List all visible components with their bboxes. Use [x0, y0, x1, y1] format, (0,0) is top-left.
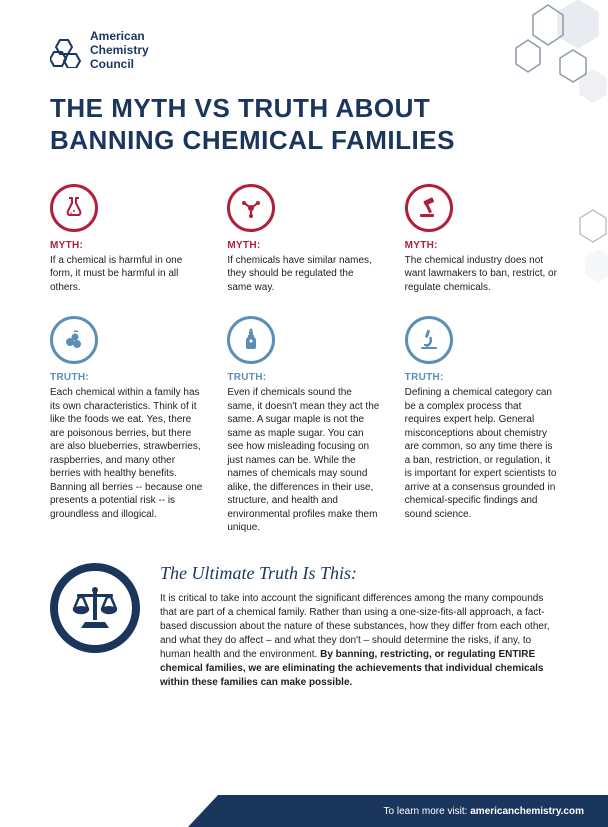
- footer-prefix: To learn more visit:: [384, 806, 468, 817]
- flask-icon: [50, 184, 98, 232]
- myth-label: MYTH:: [227, 240, 380, 251]
- truth-cell-1: TRUTH: Each chemical within a family has…: [50, 316, 203, 535]
- molecule-icon: [227, 184, 275, 232]
- myth-text-1: If a chemical is harmful in one form, it…: [50, 254, 203, 295]
- syrup-icon: [227, 316, 275, 364]
- ultimate-text-block: The Ultimate Truth Is This: It is critic…: [160, 563, 558, 690]
- page-title: THE MYTH VS TRUTH ABOUT BANNING CHEMICAL…: [50, 93, 558, 155]
- truth-text-1: Each chemical within a family has its ow…: [50, 386, 203, 521]
- truth-text-3: Defining a chemical category can be a co…: [405, 386, 558, 521]
- footer-bar: To learn more visit: americanchemistry.c…: [188, 795, 608, 827]
- myth-cell-1: MYTH: If a chemical is harmful in one fo…: [50, 184, 203, 295]
- myth-cell-3: MYTH: The chemical industry does not wan…: [405, 184, 558, 295]
- logo: American Chemistry Council: [50, 30, 558, 71]
- truth-label: TRUTH:: [405, 372, 558, 383]
- truth-cell-3: TRUTH: Defining a chemical category can …: [405, 316, 558, 535]
- myth-label: MYTH:: [50, 240, 203, 251]
- myth-text-3: The chemical industry does not want lawm…: [405, 254, 558, 295]
- logo-hex-icon: [50, 34, 84, 68]
- myth-truth-grid: MYTH: If a chemical is harmful in one fo…: [50, 184, 558, 535]
- ultimate-body: It is critical to take into account the …: [160, 592, 558, 690]
- truth-label: TRUTH:: [50, 372, 203, 383]
- microscope-icon: [405, 316, 453, 364]
- ultimate-title: The Ultimate Truth Is This:: [160, 563, 558, 584]
- myth-cell-2: MYTH: If chemicals have similar names, t…: [227, 184, 380, 295]
- truth-cell-2: TRUTH: Even if chemicals sound the same,…: [227, 316, 380, 535]
- truth-label: TRUTH:: [227, 372, 380, 383]
- myth-text-2: If chemicals have similar names, they sh…: [227, 254, 380, 295]
- footer-link: americanchemistry.com: [470, 806, 584, 817]
- berries-icon: [50, 316, 98, 364]
- myth-label: MYTH:: [405, 240, 558, 251]
- scales-icon: [50, 563, 140, 653]
- truth-text-2: Even if chemicals sound the same, it doe…: [227, 386, 380, 535]
- gavel-icon: [405, 184, 453, 232]
- logo-text: American Chemistry Council: [90, 30, 149, 71]
- ultimate-truth-section: The Ultimate Truth Is This: It is critic…: [50, 563, 558, 690]
